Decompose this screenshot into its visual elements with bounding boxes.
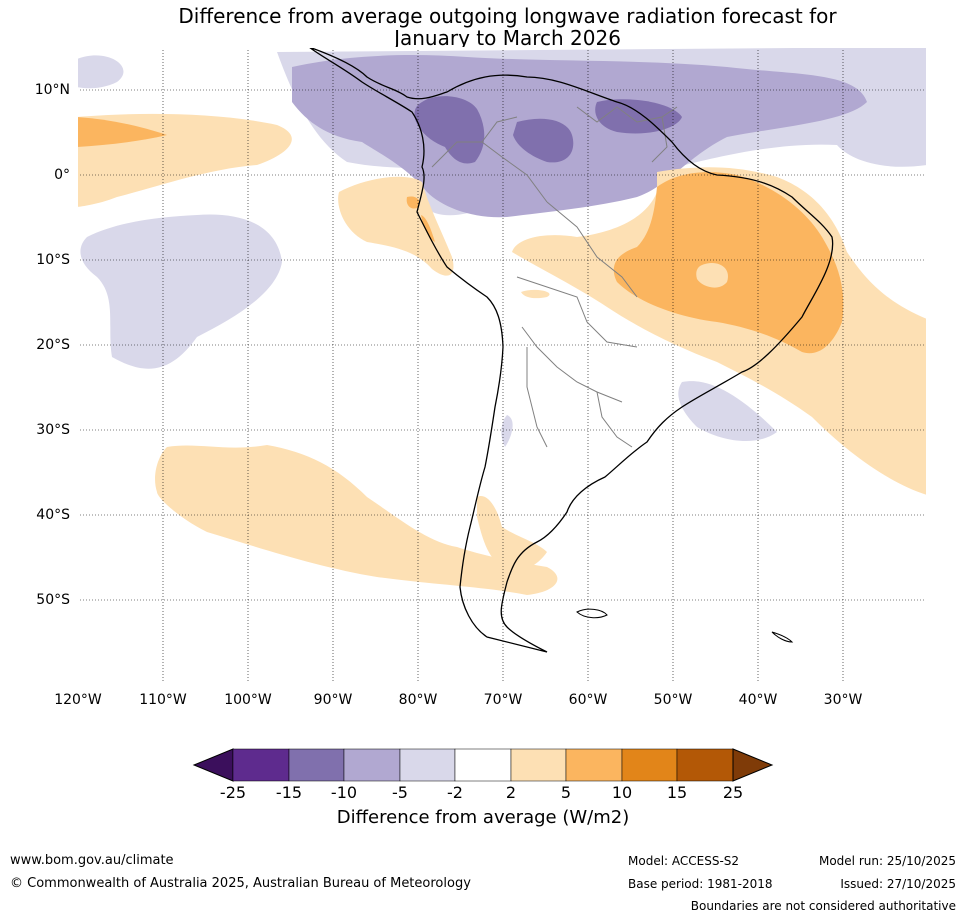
south-america-coastline [308, 47, 834, 653]
olr-anomaly-map [77, 47, 927, 684]
footer-base-period: Base period: 1981-2018 [628, 877, 773, 891]
colorbar [192, 748, 774, 782]
footer-model-run: Model run: 25/10/2025 [818, 854, 956, 868]
colorbar-tick-minus10: -10 [330, 783, 358, 802]
anomaly-light-purple-pacific [80, 214, 282, 369]
lat-label-50s: 50°S [36, 592, 70, 608]
falkland-islands [576, 608, 608, 619]
colorbar-bin-5-10 [565, 748, 623, 782]
colorbar-extend-low [192, 748, 234, 782]
anomaly-dark-purple-guiana [595, 99, 682, 134]
lon-label-80w: 80°W [398, 692, 438, 708]
colorbar-bin-minus15-minus10 [288, 748, 345, 782]
colorbar-tick-25: 25 [722, 783, 744, 802]
lon-label-90w: 90°W [313, 692, 353, 708]
lon-label-60w: 60°W [568, 692, 608, 708]
map-frame [77, 47, 927, 684]
colorbar-bin-minus5-minus2 [399, 748, 456, 782]
lon-label-50w: 50°W [653, 692, 693, 708]
graticule [77, 47, 927, 684]
title-line-2: January to March 2026 [394, 26, 621, 50]
colorbar-extend-high [732, 748, 774, 782]
lat-label-0: 0° [54, 167, 70, 183]
lat-label-10n: 10°N [34, 82, 70, 98]
country-borders [431, 106, 678, 448]
colorbar-tick-15: 15 [666, 783, 688, 802]
colorbar-tick-minus15: -15 [275, 783, 303, 802]
anomaly-dark-purple-venezuela [513, 118, 574, 163]
lat-label-20s: 20°S [36, 337, 70, 353]
anomaly-dark-purple-colombia [414, 96, 485, 164]
anomaly-light-orange-galapagos [338, 176, 454, 276]
south-georgia [771, 631, 794, 643]
colorbar-tick-5: 5 [560, 783, 572, 802]
anomaly-light-purple-chile [501, 415, 513, 447]
footer-disclaimer: Boundaries are not considered authoritat… [690, 899, 956, 913]
footer-website: www.bom.gov.au/climate [10, 853, 174, 868]
lon-label-120w: 120°W [54, 692, 102, 708]
colorbar-bin-minus25-minus15 [232, 748, 290, 782]
colorbar-label: Difference from average (W/m2) [336, 807, 630, 828]
lon-label-40w: 40°W [738, 692, 778, 708]
anomaly-light-orange-brazil-hole [696, 262, 728, 288]
title-line-1: Difference from average outgoing longwav… [178, 4, 837, 28]
colorbar-tick-minus5: -5 [392, 783, 408, 802]
anomaly-light-orange-south-pacific [155, 445, 558, 595]
lat-label-40s: 40°S [36, 507, 70, 523]
lat-label-10s: 10°S [36, 252, 70, 268]
lon-label-100w: 100°W [224, 692, 272, 708]
colorbar-tick-minus2: -2 [447, 783, 463, 802]
anomaly-orange-pacific [77, 117, 167, 147]
anomaly-light-orange-bolivia [521, 289, 550, 299]
map-title: Difference from average outgoing longwav… [0, 5, 965, 49]
footer-copyright: © Commonwealth of Australia 2025, Austra… [10, 876, 471, 891]
anomaly-orange-brazil [613, 172, 844, 354]
lon-label-30w: 30°W [823, 692, 863, 708]
footer-model: Model: ACCESS-S2 [628, 854, 740, 868]
colorbar-tick-minus25: -25 [219, 783, 247, 802]
colorbar-bin-minus2-2 [454, 748, 512, 782]
lon-label-110w: 110°W [139, 692, 187, 708]
colorbar-bin-15-25 [676, 748, 734, 782]
colorbar-bin-2-5 [510, 748, 567, 782]
colorbar-bin-10-15 [621, 748, 678, 782]
lon-label-70w: 70°W [483, 692, 523, 708]
lat-label-30s: 30°S [36, 422, 70, 438]
footer-issued: Issued: 27/10/2025 [840, 877, 956, 891]
colorbar-tick-10: 10 [611, 783, 633, 802]
colorbar-tick-2: 2 [505, 783, 517, 802]
anomaly-orange-ecuador-coast [406, 196, 435, 242]
colorbar-bin-minus10-minus5 [343, 748, 401, 782]
